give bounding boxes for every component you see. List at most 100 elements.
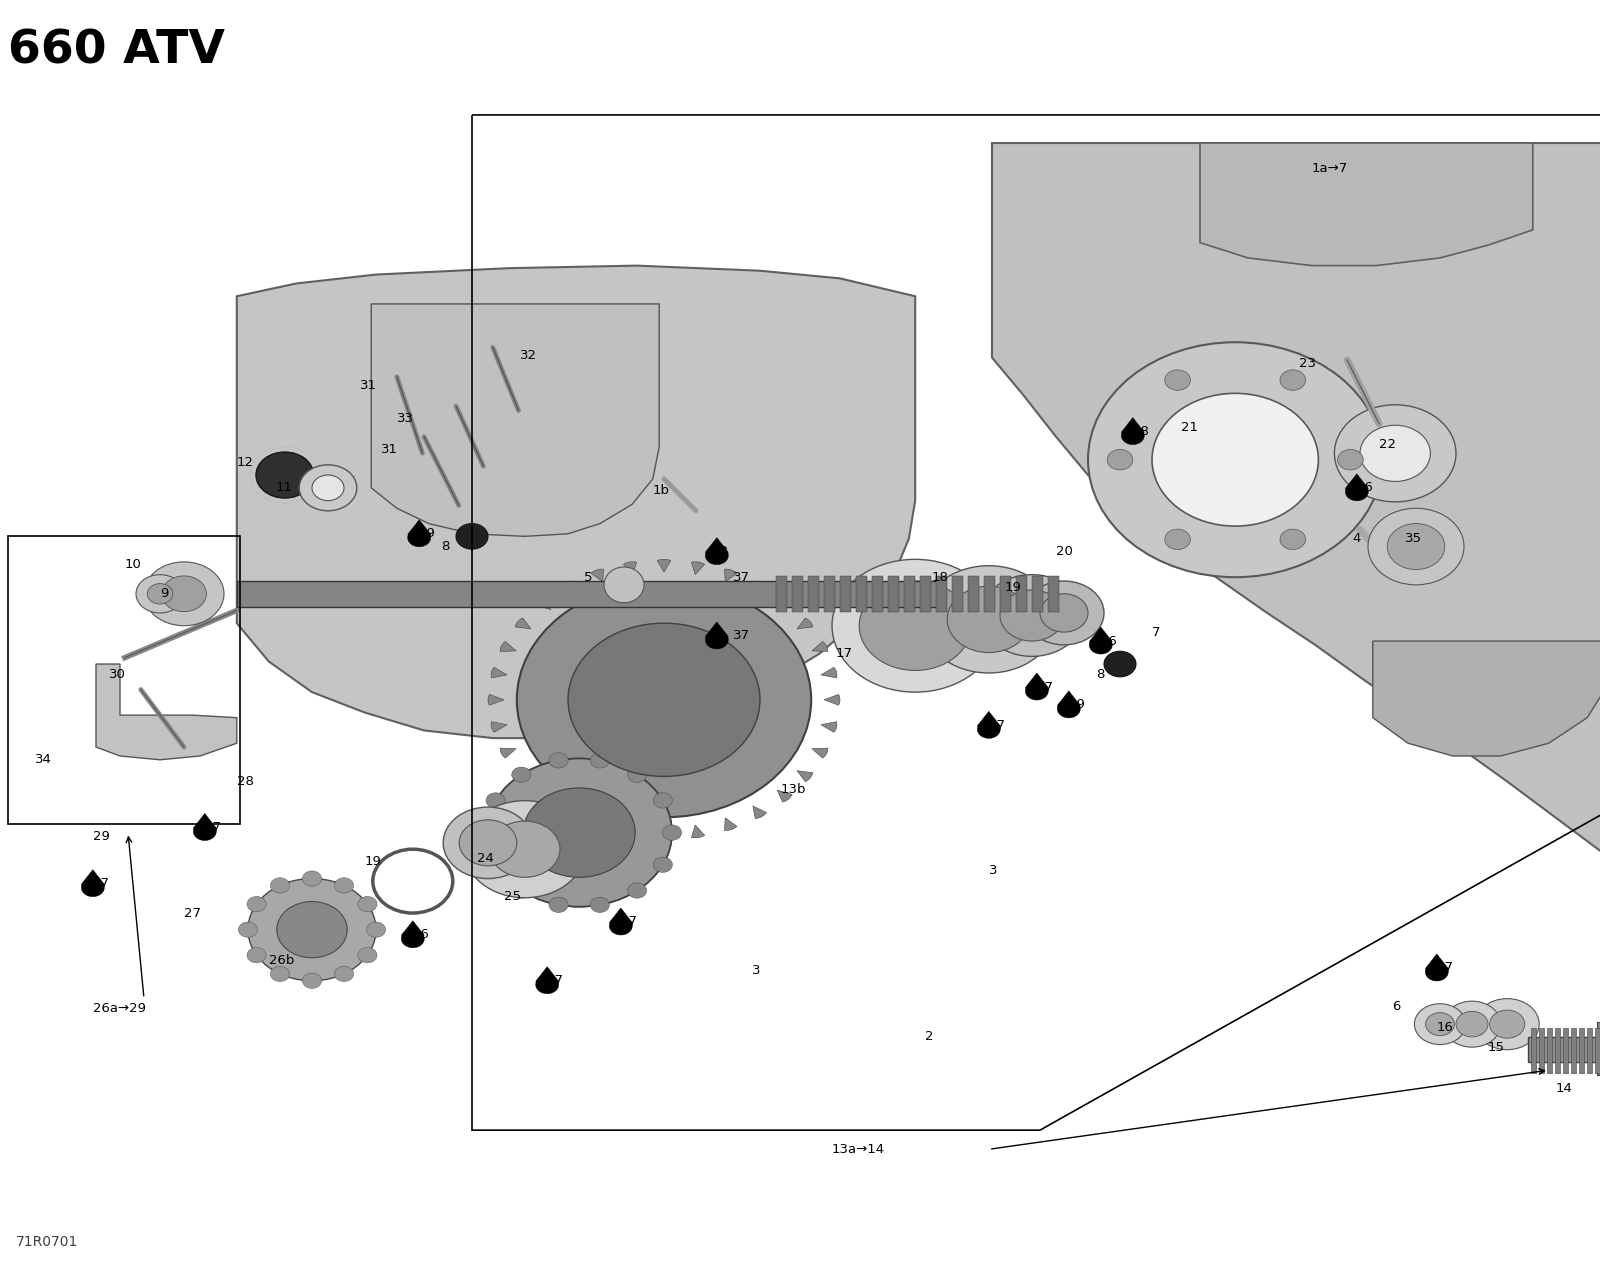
Bar bbox=[840, 576, 851, 612]
Bar bbox=[984, 576, 995, 612]
Circle shape bbox=[1026, 682, 1048, 700]
Text: 6: 6 bbox=[1392, 1000, 1400, 1013]
Circle shape bbox=[246, 948, 266, 963]
Circle shape bbox=[1334, 405, 1456, 502]
Circle shape bbox=[1058, 700, 1080, 718]
Circle shape bbox=[1426, 1013, 1454, 1036]
Circle shape bbox=[512, 767, 531, 783]
Text: 14: 14 bbox=[1555, 1082, 1573, 1094]
Circle shape bbox=[334, 967, 354, 982]
Circle shape bbox=[512, 882, 531, 898]
Text: 33: 33 bbox=[397, 412, 414, 425]
Text: 37: 37 bbox=[989, 719, 1006, 732]
Text: 38: 38 bbox=[1133, 425, 1150, 438]
Circle shape bbox=[1338, 450, 1363, 470]
Bar bbox=[8, 536, 240, 824]
Circle shape bbox=[1360, 425, 1430, 481]
Circle shape bbox=[922, 566, 1056, 673]
Wedge shape bbox=[725, 570, 738, 582]
Wedge shape bbox=[590, 817, 603, 830]
Wedge shape bbox=[658, 559, 670, 572]
Circle shape bbox=[443, 807, 533, 879]
Bar bbox=[808, 576, 819, 612]
Text: 29: 29 bbox=[93, 830, 110, 843]
Circle shape bbox=[523, 788, 635, 877]
Circle shape bbox=[1368, 508, 1464, 585]
Polygon shape bbox=[408, 520, 430, 534]
Polygon shape bbox=[1346, 474, 1368, 488]
Text: 11: 11 bbox=[275, 481, 293, 494]
Text: 71R0701: 71R0701 bbox=[16, 1235, 78, 1249]
Wedge shape bbox=[691, 825, 704, 838]
Bar bbox=[856, 576, 867, 612]
Polygon shape bbox=[96, 664, 237, 760]
Circle shape bbox=[517, 582, 811, 817]
Wedge shape bbox=[624, 562, 637, 575]
Wedge shape bbox=[562, 806, 574, 819]
Circle shape bbox=[358, 948, 378, 963]
Wedge shape bbox=[624, 825, 637, 838]
Bar bbox=[888, 576, 899, 612]
Wedge shape bbox=[824, 695, 840, 705]
Text: 39: 39 bbox=[419, 527, 437, 540]
Circle shape bbox=[1152, 393, 1318, 526]
Circle shape bbox=[334, 877, 354, 893]
Wedge shape bbox=[491, 722, 507, 732]
Polygon shape bbox=[82, 870, 104, 884]
Wedge shape bbox=[754, 806, 766, 819]
Text: 23: 23 bbox=[1299, 358, 1317, 370]
Bar bbox=[792, 576, 803, 612]
Circle shape bbox=[144, 562, 224, 626]
Wedge shape bbox=[821, 668, 837, 678]
Text: 37: 37 bbox=[621, 916, 638, 928]
Text: 3: 3 bbox=[752, 964, 760, 977]
Text: 13b: 13b bbox=[781, 783, 806, 796]
Polygon shape bbox=[1426, 954, 1448, 969]
Polygon shape bbox=[1200, 143, 1533, 266]
Circle shape bbox=[456, 524, 488, 549]
Wedge shape bbox=[536, 790, 550, 802]
Circle shape bbox=[490, 821, 560, 877]
Circle shape bbox=[147, 584, 173, 604]
Polygon shape bbox=[1026, 673, 1048, 687]
Bar bbox=[1531, 1028, 1536, 1073]
Circle shape bbox=[706, 547, 728, 564]
Text: 36: 36 bbox=[1101, 635, 1118, 647]
Circle shape bbox=[1443, 1001, 1501, 1047]
Polygon shape bbox=[237, 266, 915, 738]
Text: 30: 30 bbox=[109, 668, 126, 681]
Circle shape bbox=[366, 922, 386, 937]
Circle shape bbox=[162, 576, 206, 612]
Bar bbox=[1547, 1028, 1552, 1073]
Text: 17: 17 bbox=[835, 647, 853, 660]
Text: 22: 22 bbox=[1379, 438, 1397, 451]
Circle shape bbox=[1475, 999, 1539, 1050]
Text: 37: 37 bbox=[547, 974, 565, 987]
Wedge shape bbox=[811, 748, 827, 759]
Circle shape bbox=[1426, 963, 1448, 981]
Polygon shape bbox=[610, 908, 632, 922]
Circle shape bbox=[402, 930, 424, 948]
Bar bbox=[968, 576, 979, 612]
Wedge shape bbox=[797, 771, 813, 782]
Text: 21: 21 bbox=[1181, 421, 1198, 434]
Circle shape bbox=[486, 857, 506, 872]
Polygon shape bbox=[194, 813, 216, 829]
Text: 37: 37 bbox=[1037, 681, 1054, 693]
Polygon shape bbox=[992, 143, 1600, 853]
Text: 26b: 26b bbox=[269, 954, 294, 967]
Text: 39: 39 bbox=[1069, 699, 1086, 711]
Text: 19: 19 bbox=[1005, 581, 1022, 594]
Text: 3: 3 bbox=[989, 865, 997, 877]
Circle shape bbox=[981, 575, 1083, 656]
Polygon shape bbox=[1373, 641, 1600, 756]
Circle shape bbox=[1456, 1011, 1488, 1037]
Bar bbox=[1597, 1022, 1600, 1075]
Circle shape bbox=[653, 857, 672, 872]
Bar bbox=[1563, 1028, 1568, 1073]
Bar bbox=[1048, 576, 1059, 612]
Bar bbox=[1595, 1028, 1600, 1073]
Text: 24: 24 bbox=[477, 852, 494, 865]
Circle shape bbox=[1000, 590, 1064, 641]
Circle shape bbox=[486, 759, 672, 907]
